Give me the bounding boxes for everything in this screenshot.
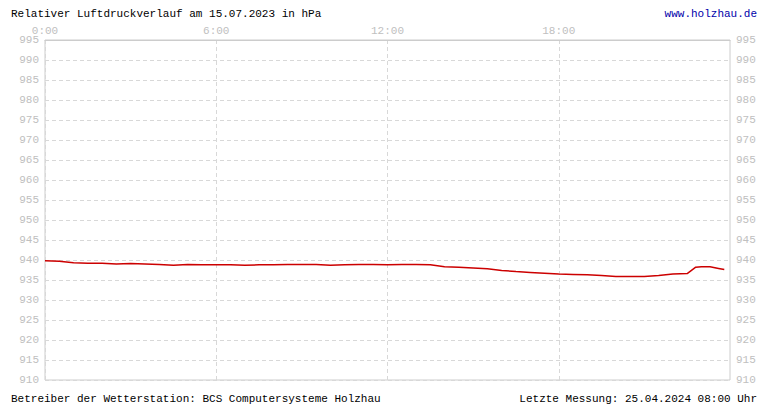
svg-text:935: 935 bbox=[19, 274, 39, 286]
svg-text:950: 950 bbox=[19, 214, 39, 226]
svg-text:920: 920 bbox=[736, 334, 756, 346]
svg-text:965: 965 bbox=[736, 154, 756, 166]
svg-text:www.holzhau.de: www.holzhau.de bbox=[665, 8, 757, 20]
svg-text:945: 945 bbox=[19, 234, 39, 246]
svg-text:18:00: 18:00 bbox=[542, 25, 575, 37]
svg-text:910: 910 bbox=[19, 374, 39, 386]
svg-text:995: 995 bbox=[19, 34, 39, 46]
svg-text:970: 970 bbox=[19, 134, 39, 146]
svg-text:6:00: 6:00 bbox=[203, 25, 229, 37]
svg-text:Letzte Messung: 25.04.2024 08:: Letzte Messung: 25.04.2024 08:00 Uhr bbox=[519, 393, 757, 405]
svg-text:940: 940 bbox=[736, 254, 756, 266]
svg-text:960: 960 bbox=[736, 174, 756, 186]
svg-text:950: 950 bbox=[736, 214, 756, 226]
svg-text:915: 915 bbox=[19, 354, 39, 366]
svg-text:985: 985 bbox=[19, 74, 39, 86]
svg-text:0:00: 0:00 bbox=[32, 25, 58, 37]
svg-text:940: 940 bbox=[19, 254, 39, 266]
svg-text:965: 965 bbox=[19, 154, 39, 166]
svg-text:995: 995 bbox=[736, 34, 756, 46]
svg-text:925: 925 bbox=[19, 314, 39, 326]
svg-text:990: 990 bbox=[19, 54, 39, 66]
svg-text:975: 975 bbox=[736, 114, 756, 126]
svg-text:Betreiber der Wetterstation: B: Betreiber der Wetterstation: BCS Compute… bbox=[11, 393, 381, 405]
svg-text:12:00: 12:00 bbox=[371, 25, 404, 37]
svg-text:945: 945 bbox=[736, 234, 756, 246]
svg-text:970: 970 bbox=[736, 134, 756, 146]
svg-text:960: 960 bbox=[19, 174, 39, 186]
svg-text:930: 930 bbox=[736, 294, 756, 306]
svg-text:990: 990 bbox=[736, 54, 756, 66]
svg-text:980: 980 bbox=[736, 94, 756, 106]
svg-text:955: 955 bbox=[19, 194, 39, 206]
svg-text:925: 925 bbox=[736, 314, 756, 326]
svg-text:955: 955 bbox=[736, 194, 756, 206]
svg-text:985: 985 bbox=[736, 74, 756, 86]
svg-text:980: 980 bbox=[19, 94, 39, 106]
svg-text:920: 920 bbox=[19, 334, 39, 346]
svg-text:975: 975 bbox=[19, 114, 39, 126]
svg-text:Relativer Luftdruckverlauf am: Relativer Luftdruckverlauf am 15.07.2023… bbox=[11, 8, 322, 20]
svg-text:915: 915 bbox=[736, 354, 756, 366]
svg-text:930: 930 bbox=[19, 294, 39, 306]
svg-text:935: 935 bbox=[736, 274, 756, 286]
svg-text:910: 910 bbox=[736, 374, 756, 386]
